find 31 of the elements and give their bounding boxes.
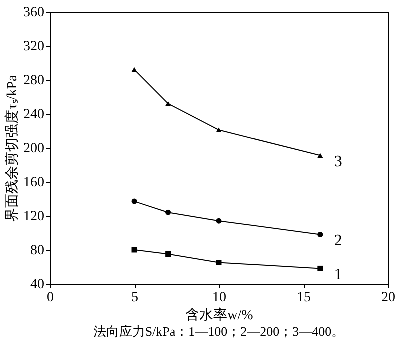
y-tick-label: 240 — [24, 108, 44, 122]
point — [166, 210, 172, 216]
x-axis-title: 含水率w/% — [186, 308, 254, 324]
x-tick-label: 10 — [212, 290, 226, 306]
y-tick-label: 200 — [24, 142, 44, 156]
y-tick-label: 80 — [30, 244, 44, 258]
y-tick-label: 160 — [24, 176, 44, 190]
y-tick-label: 120 — [24, 210, 44, 224]
point — [166, 101, 172, 106]
y-axis-title: 界面残余剪切强度τₛ/kPa — [4, 74, 20, 222]
x-tick-label: 15 — [297, 290, 311, 306]
y-tick-label: 360 — [24, 6, 44, 20]
point — [166, 252, 172, 257]
point — [318, 232, 324, 238]
point — [318, 266, 324, 272]
x-tick-label: 5 — [132, 290, 138, 306]
point — [318, 153, 324, 158]
point — [216, 218, 222, 224]
text: 法向应力S/kPa：1—100；2—200；3—400。 — [93, 324, 345, 339]
point — [216, 128, 222, 133]
point — [216, 260, 222, 266]
y-tick-label: 320 — [24, 40, 44, 54]
point — [132, 67, 138, 72]
x-tick-label: 20 — [382, 290, 396, 306]
y-tick-label: 280 — [24, 74, 44, 88]
x-tick-label: 0 — [47, 290, 54, 306]
series-label: 1 — [334, 266, 342, 284]
series-label: 2 — [334, 232, 342, 250]
y-tick-label: 40 — [30, 278, 44, 292]
series-label: 3 — [334, 154, 342, 171]
point — [132, 198, 138, 204]
